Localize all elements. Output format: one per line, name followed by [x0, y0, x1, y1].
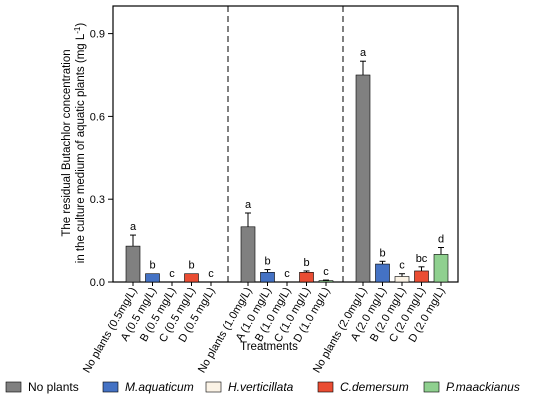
legend-item: H.verticillata — [205, 380, 294, 394]
significance-letter: b — [264, 256, 270, 268]
y-tick-label: 0.0 — [90, 277, 105, 289]
y-axis-title-close: ) — [75, 23, 87, 27]
bar — [125, 245, 141, 283]
bar — [355, 74, 371, 283]
legend-label: P.maackianus — [446, 380, 520, 394]
significance-letter: b — [303, 257, 309, 269]
bars — [125, 60, 449, 283]
bar — [433, 254, 449, 283]
legend-item: P.maackianus — [423, 380, 520, 394]
legend-swatch — [205, 381, 222, 393]
legend: No plants M.aquaticum H.verticillata C.deme… — [5, 380, 520, 394]
bar — [394, 276, 410, 283]
bar — [414, 270, 429, 283]
legend-swatch — [423, 381, 440, 393]
legend-item: C.demersum — [317, 380, 409, 394]
significance-letter: a — [360, 47, 367, 59]
significance-letter: c — [399, 260, 405, 272]
bar — [145, 273, 160, 283]
legend-label: No plants — [28, 380, 79, 394]
significance-letter: bc — [416, 253, 428, 265]
significance-letter: b — [379, 247, 385, 259]
significance-letter: a — [245, 199, 252, 211]
bar — [240, 226, 256, 283]
legend-swatch — [102, 381, 119, 393]
y-axis-title-superscript: -1 — [73, 26, 82, 34]
legend-label: C.demersum — [340, 380, 409, 394]
legend-swatch — [317, 381, 334, 393]
legend-swatch — [5, 381, 22, 393]
y-axis-title-line2: in the culture medium of aquatic plants … — [75, 33, 87, 263]
legend-label: M.aquaticum — [125, 380, 194, 394]
bar — [318, 280, 334, 283]
significance-letter: b — [188, 260, 194, 272]
y-tick-label: 0.6 — [90, 111, 105, 123]
significance-letter: b — [149, 260, 155, 272]
significance-letter: c — [169, 268, 175, 280]
significance-letter: d — [438, 234, 444, 246]
legend-item: No plants — [5, 380, 79, 394]
axes: 0.0 0.3 0.6 0.9 — [90, 5, 459, 289]
bar — [299, 272, 314, 283]
legend-label: H.verticillata — [228, 380, 294, 394]
significance-letter: c — [323, 266, 329, 278]
y-axis-title: The residual Butachlor concentration in t… — [61, 23, 87, 264]
significance-letter: c — [284, 268, 290, 280]
y-tick-label: 0.3 — [90, 194, 105, 206]
x-axis-title: Treatments — [240, 341, 298, 353]
y-axis-title-line1: The residual Butachlor concentration — [61, 49, 73, 236]
y-tick-label: 0.9 — [90, 29, 105, 41]
labels: aNo plants (0.5mg/L)bA (0.5 mg/L)cB (0.5… — [81, 47, 448, 375]
legend-item: M.aquaticum — [102, 380, 194, 394]
plot-frame — [112, 5, 459, 283]
significance-letter: c — [208, 268, 214, 280]
bar — [375, 263, 390, 283]
bar — [184, 273, 199, 283]
bar — [260, 272, 275, 283]
significance-letter: a — [130, 221, 137, 233]
